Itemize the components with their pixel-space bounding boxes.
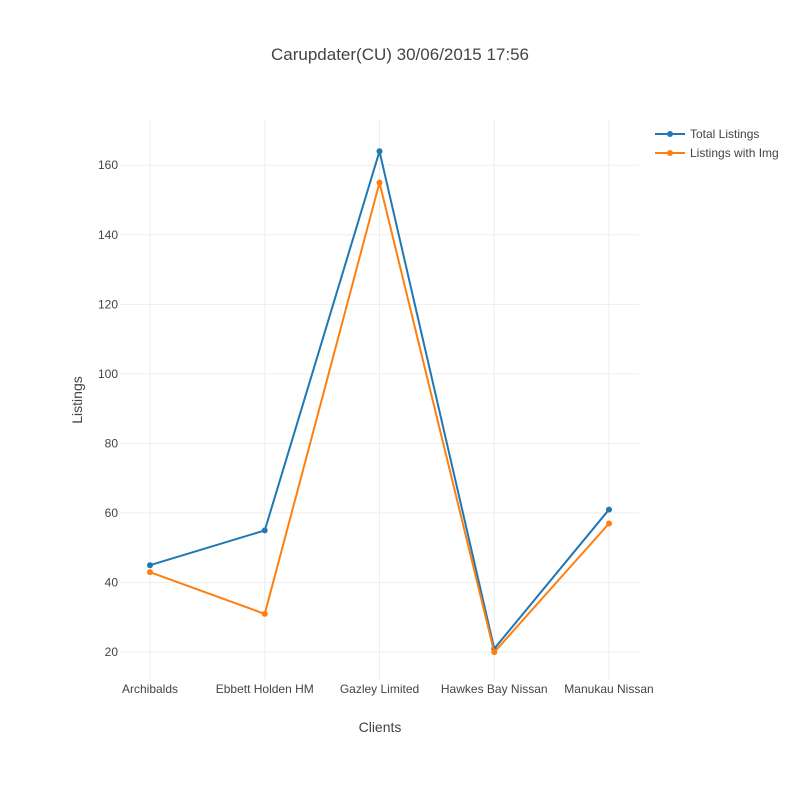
x-tick-label: Manukau Nissan bbox=[564, 682, 653, 696]
y-tick-label: 40 bbox=[105, 576, 119, 590]
y-axis-title: Listings bbox=[69, 376, 85, 423]
x-tick-label: Hawkes Bay Nissan bbox=[441, 682, 548, 696]
data-point[interactable] bbox=[261, 610, 268, 617]
data-point[interactable] bbox=[606, 506, 612, 513]
legend-label: Total Listings bbox=[690, 127, 759, 141]
data-point[interactable] bbox=[491, 649, 498, 656]
y-tick-label: 80 bbox=[105, 436, 119, 450]
data-point[interactable] bbox=[147, 569, 153, 576]
x-axis-title: Clients bbox=[359, 719, 402, 735]
x-axis-ticks: Archibalds Ebbett Holden HM Gazley Limited… bbox=[122, 682, 654, 696]
data-point[interactable] bbox=[147, 562, 153, 569]
data-point[interactable] bbox=[376, 148, 383, 155]
y-tick-label: 140 bbox=[98, 228, 118, 242]
y-axis-ticks: 20 40 60 80 100 120 140 160 bbox=[98, 158, 118, 659]
legend-label: Listings with Img bbox=[690, 146, 779, 160]
y-tick-label: 120 bbox=[98, 297, 118, 311]
data-point[interactable] bbox=[376, 179, 383, 186]
chart-title: Carupdater(CU) 30/06/2015 17:56 bbox=[271, 45, 529, 64]
y-tick-label: 60 bbox=[105, 506, 119, 520]
legend[interactable]: Total Listings Listings with Img bbox=[655, 127, 779, 160]
y-tick-label: 100 bbox=[98, 367, 118, 381]
legend-marker-icon bbox=[667, 131, 673, 137]
y-tick-label: 20 bbox=[105, 645, 119, 659]
x-tick-label: Ebbett Holden HM bbox=[216, 682, 314, 696]
legend-item[interactable]: Listings with Img bbox=[655, 146, 779, 160]
legend-item[interactable]: Total Listings bbox=[655, 127, 759, 141]
grid-lines bbox=[120, 120, 639, 680]
y-tick-label: 160 bbox=[98, 158, 118, 172]
data-point[interactable] bbox=[606, 520, 612, 527]
x-tick-label: Gazley Limited bbox=[340, 682, 419, 696]
data-point[interactable] bbox=[261, 527, 268, 534]
legend-marker-icon bbox=[667, 150, 673, 156]
series-1[interactable] bbox=[147, 179, 612, 656]
series-layer bbox=[147, 148, 612, 656]
x-tick-label: Archibalds bbox=[122, 682, 178, 696]
